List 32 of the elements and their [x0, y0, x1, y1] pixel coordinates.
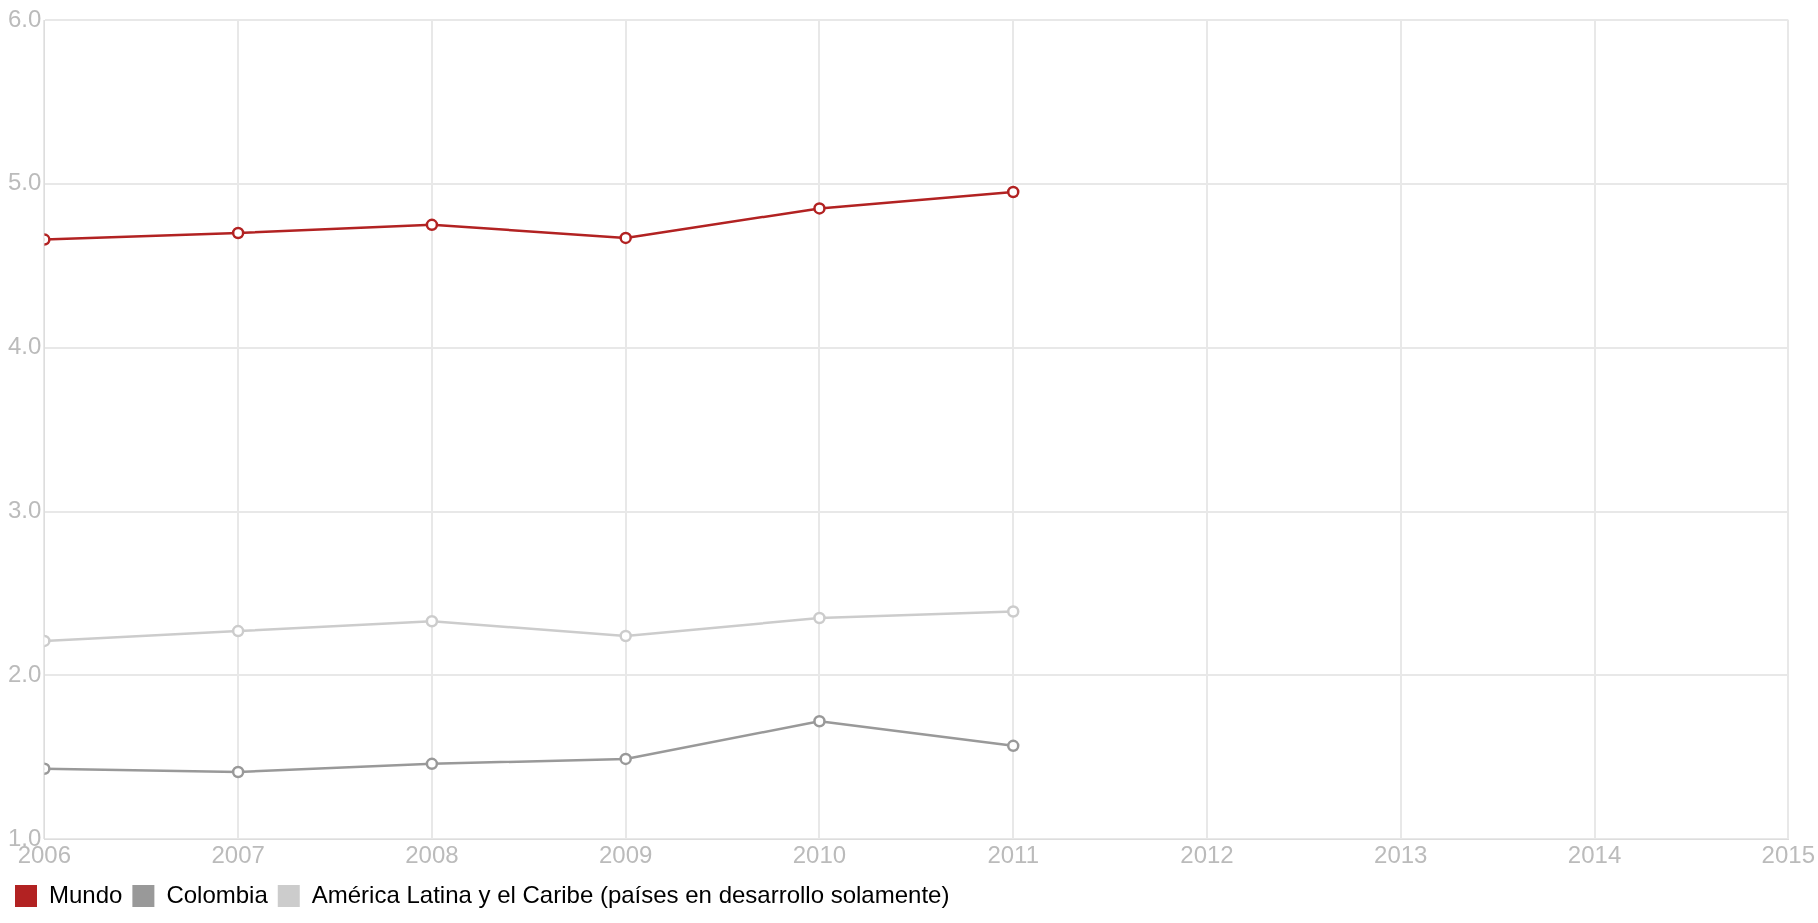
point [1006, 605, 1020, 618]
point [619, 629, 632, 643]
y-tick-label: 3.0 [7, 496, 42, 524]
point [425, 218, 439, 232]
x-tick-label: 2008 [405, 841, 459, 869]
y-tick-label: 4.0 [7, 332, 42, 360]
x-tick-label: 2009 [598, 841, 653, 869]
point [425, 757, 439, 771]
x-tick-label: 2014 [1567, 841, 1622, 869]
point [231, 226, 245, 240]
point [619, 752, 632, 766]
y-tick-label: 2.0 [7, 659, 42, 687]
point [1006, 185, 1020, 199]
y-tick-label: 6.0 [7, 4, 42, 32]
legend-label: América Latina y el Caribe (países en desarrollo solamente) [311, 880, 950, 908]
point [1006, 739, 1020, 753]
x-tick-label: 2015 [1761, 841, 1815, 869]
point [425, 615, 439, 628]
point [231, 765, 245, 779]
x-tick-label: 2010 [792, 841, 847, 869]
point [813, 714, 826, 728]
x-tick-label: 2012 [1180, 841, 1234, 869]
x-tick-label: 2013 [1374, 841, 1428, 869]
point [813, 611, 826, 625]
x-tick-label: 2007 [211, 841, 265, 869]
point [813, 202, 826, 215]
legend-label: Mundo [49, 880, 123, 908]
point [231, 624, 245, 638]
x-tick-label: 2011 [987, 841, 1040, 869]
legend-label: Colombia [166, 880, 269, 908]
point [619, 231, 632, 245]
y-tick-label: 5.0 [7, 168, 42, 196]
